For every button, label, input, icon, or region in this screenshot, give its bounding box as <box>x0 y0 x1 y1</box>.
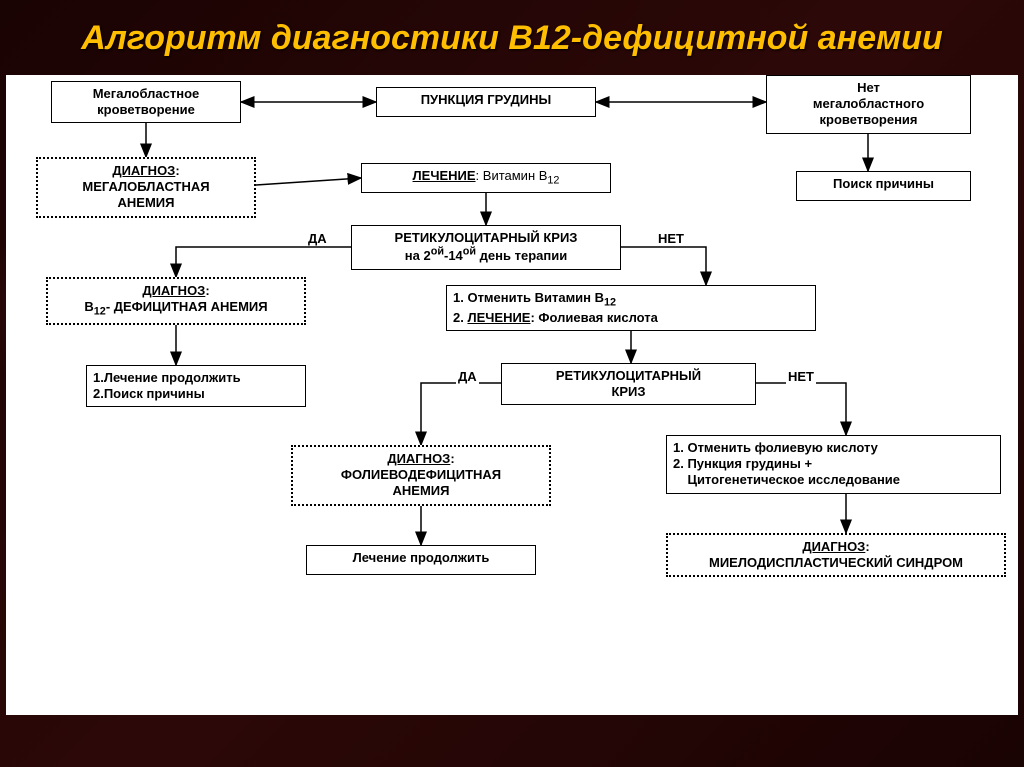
flowchart-node-n4: ДИАГНОЗ:МЕГАЛОБЛАСТНАЯАНЕМИЯ <box>36 157 256 218</box>
flowchart-node-n6: Поиск причины <box>796 171 971 201</box>
flowchart-node-n3: Нетмегалобластногокроветворения <box>766 75 971 134</box>
flowchart-node-n9: 1. Отменить Витамин В122. ЛЕЧЕНИЕ: Фолие… <box>446 285 816 331</box>
edge-label-n11-n13: НЕТ <box>786 369 816 384</box>
edge-n7-n8 <box>176 247 351 277</box>
slide-title: Алгоритм диагностики В12-дефицитной анем… <box>0 0 1024 67</box>
flowchart-node-n12: ДИАГНОЗ:ФОЛИЕВОДЕФИЦИТНАЯАНЕМИЯ <box>291 445 551 506</box>
edge-n7-n9 <box>621 247 706 285</box>
flowchart-canvas: ПУНКЦИЯ ГРУДИНЫ Мегалобластноекроветворен… <box>6 75 1018 715</box>
flowchart-node-n10: 1.Лечение продолжить2.Поиск причины <box>86 365 306 408</box>
edge-label-n7-n8: ДА <box>306 231 329 246</box>
flowchart-node-n8: ДИАГНОЗ:В12- ДЕФИЦИТНАЯ АНЕМИЯ <box>46 277 306 325</box>
flowchart-node-n7: РЕТИКУЛОЦИТАРНЫЙ КРИЗна 2ой-14ой день те… <box>351 225 621 270</box>
edge-label-n7-n9: НЕТ <box>656 231 686 246</box>
edge-label-n11-n12: ДА <box>456 369 479 384</box>
flowchart-node-n11: РЕТИКУЛОЦИТАРНЫЙКРИЗ <box>501 363 756 406</box>
flowchart-node-n5: ЛЕЧЕНИЕ: Витамин В12 <box>361 163 611 193</box>
edge-n11-n13 <box>756 383 846 435</box>
flowchart-node-n1: ПУНКЦИЯ ГРУДИНЫ <box>376 87 596 117</box>
flowchart-node-n13: 1. Отменить фолиевую кислоту2. Пункция г… <box>666 435 1001 494</box>
flowchart-node-n14: Лечение продолжить <box>306 545 536 575</box>
edge-n11-n12 <box>421 383 501 445</box>
edge-n4-n5 <box>256 178 361 185</box>
flowchart-node-n2: Мегалобластноекроветворение <box>51 81 241 124</box>
flowchart-node-n15: ДИАГНОЗ:МИЕЛОДИСПЛАСТИЧЕСКИЙ СИНДРОМ <box>666 533 1006 578</box>
